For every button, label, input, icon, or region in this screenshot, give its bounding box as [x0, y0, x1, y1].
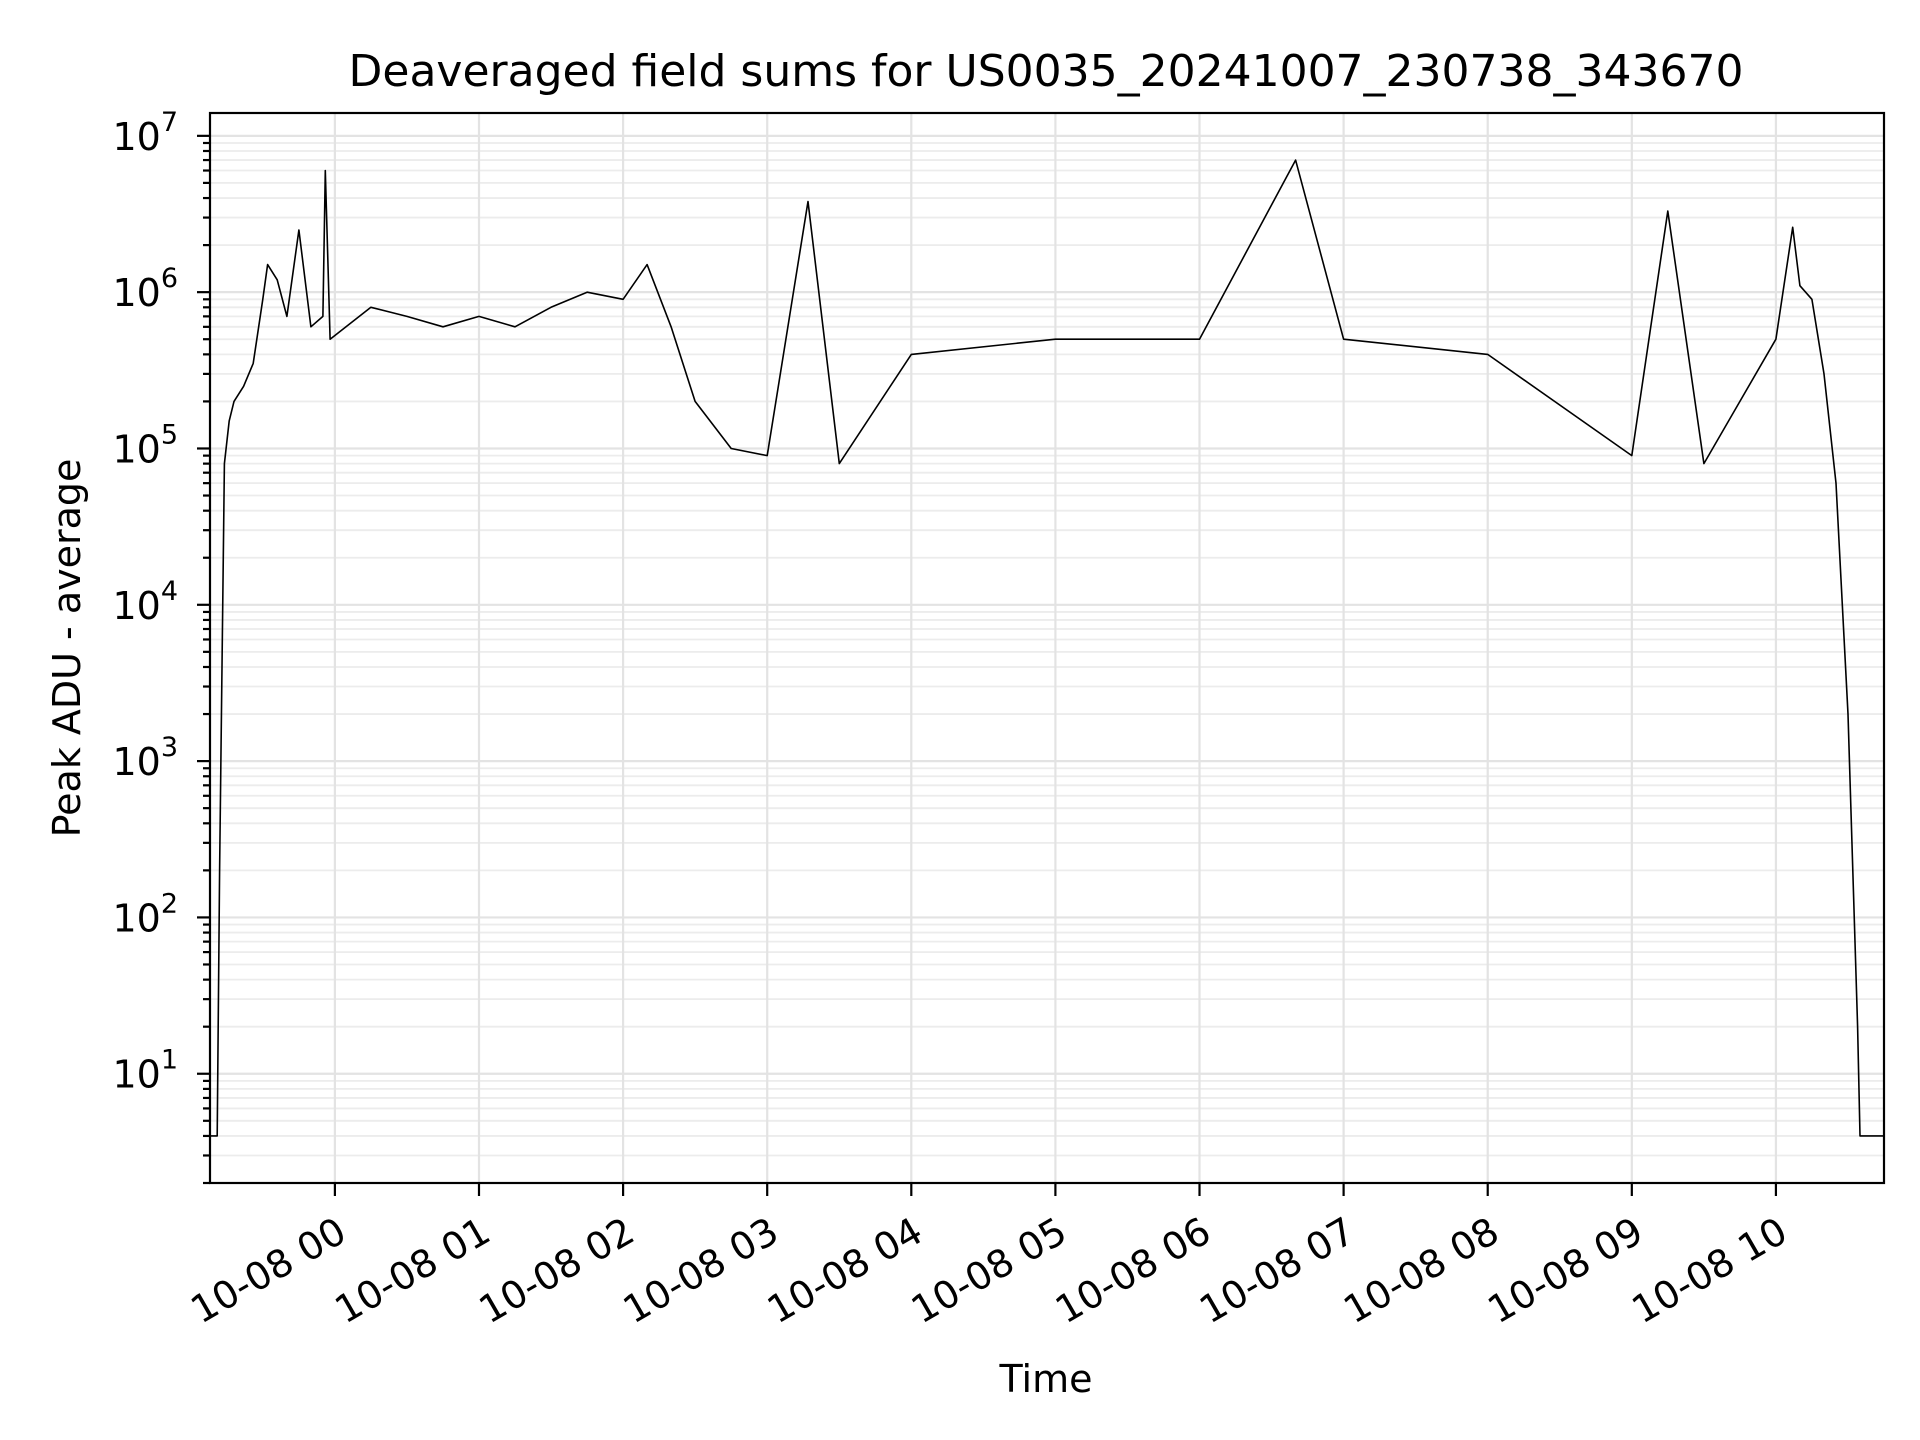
series-layer	[210, 159, 1884, 1137]
y-axis: 101 102 103 104 105 106 107	[112, 107, 210, 1185]
y-tick-label: 107	[112, 107, 178, 159]
y-tick-label: 101	[112, 1045, 178, 1097]
chart-title: Deaveraged field sums for US0035_2024100…	[349, 46, 1744, 97]
y-tick-label: 104	[112, 576, 178, 628]
plot-frame	[208, 111, 1886, 1185]
y-tick-label: 103	[112, 732, 178, 784]
y-tick-label: 105	[112, 419, 178, 471]
series-line	[210, 159, 1884, 1137]
y-tick-label: 106	[112, 263, 178, 315]
gridlines	[210, 113, 1884, 1184]
x-axis-label: Time	[999, 1357, 1093, 1401]
y-axis-label: Peak ADU - average	[45, 459, 89, 838]
y-tick-label: 102	[112, 888, 178, 940]
